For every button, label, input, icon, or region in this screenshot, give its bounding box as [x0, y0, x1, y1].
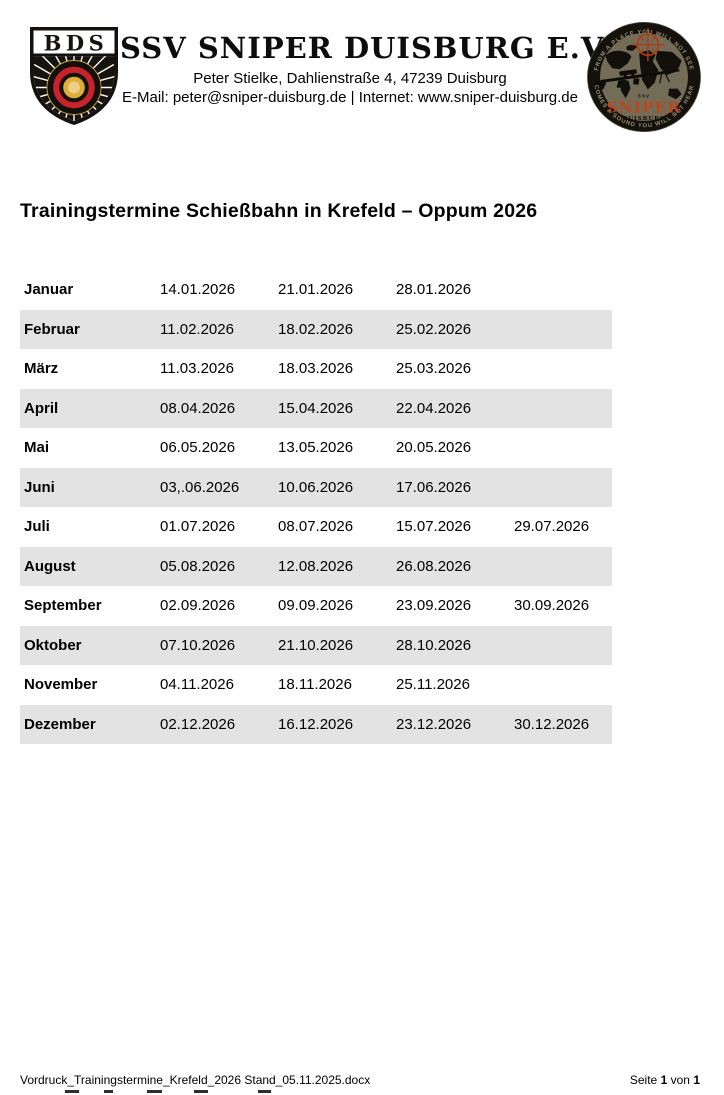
training-date: 09.09.2026 [278, 597, 354, 615]
bds-letters: BDS [44, 31, 109, 56]
training-date: 15.04.2026 [278, 399, 354, 417]
training-date: 30.09.2026 [514, 597, 590, 615]
training-date: 25.02.2026 [396, 320, 472, 338]
training-date: 28.01.2026 [396, 281, 472, 299]
month-label: September [24, 597, 102, 615]
footer-filename: Vordruck_Trainingstermine_Krefeld_2026 S… [20, 1073, 371, 1087]
training-date: 25.03.2026 [396, 360, 472, 378]
training-date: 08.04.2026 [160, 399, 236, 417]
training-date: 01.07.2026 [160, 518, 236, 536]
training-date: 14.01.2026 [160, 281, 236, 299]
training-date: 05.08.2026 [160, 557, 236, 575]
world-map [605, 44, 682, 100]
training-date: 07.10.2026 [160, 636, 236, 654]
training-date: 23.09.2026 [396, 597, 472, 615]
training-date: 04.11.2026 [160, 676, 234, 694]
page-edge-artifact [147, 1090, 162, 1093]
page-separator: von [670, 1073, 690, 1087]
training-date: 25.11.2026 [396, 676, 470, 694]
month-label: Dezember [24, 715, 96, 733]
month-label: Mai [24, 439, 50, 457]
page-total: 1 [693, 1073, 700, 1087]
month-label: April [24, 399, 59, 417]
month-label: Juli [24, 518, 50, 536]
table-row: April 08.04.2026 15.04.2026 22.04.2026 [20, 388, 612, 428]
training-date: 29.07.2026 [514, 518, 590, 536]
table-row: Februar 11.02.2026 18.02.2026 25.02.2026 [20, 309, 612, 349]
sniper-patch-logo-icon: FROM A PLACE YOU WILL NOT SEE COMES A SO… [587, 22, 701, 132]
training-date: 03,.06.2026 [160, 478, 240, 496]
table-row: Dezember 02.12.2026 16.12.2026 23.12.2026 30… [20, 704, 612, 744]
training-date: 15.07.2026 [396, 518, 472, 536]
training-date: 21.10.2026 [278, 636, 354, 654]
schedule-table: Januar 14.01.2026 21.01.2026 28.01.2026 Febr… [20, 270, 612, 744]
table-row: Januar 14.01.2026 21.01.2026 28.01.2026 [20, 270, 612, 310]
training-date: 18.11.2026 [278, 676, 352, 694]
training-date: 23.12.2026 [396, 715, 472, 733]
training-date: 18.03.2026 [278, 360, 354, 378]
table-row: Oktober 07.10.2026 21.10.2026 28.10.2026 [20, 625, 612, 665]
training-date: 02.12.2026 [160, 715, 236, 733]
patch-est-label: EST. 1995 [634, 122, 653, 126]
letterhead: SSV SNIPER DUISBURG E.V. Peter Stielke, … [120, 30, 611, 107]
table-row: März 11.03.2026 18.03.2026 25.03.2026 [20, 349, 612, 389]
club-name: SSV SNIPER DUISBURG E.V. [120, 31, 611, 65]
table-row: November 04.11.2026 18.11.2026 25.11.2026 [20, 665, 612, 705]
page-current: 1 [660, 1073, 668, 1087]
month-label: Juni [24, 478, 55, 496]
footer-page-indicator: Seite 1 von 1 [630, 1073, 700, 1087]
training-date: 18.02.2026 [278, 320, 354, 338]
patch-ssv-label: SSV [638, 93, 650, 98]
table-row: Juli 01.07.2026 08.07.2026 15.07.2026 29.07.… [20, 507, 612, 547]
sniper-rifle-icon [594, 69, 680, 90]
bds-shield-logo-icon: BDS [30, 27, 118, 125]
month-label: März [24, 360, 59, 378]
training-date: 17.06.2026 [396, 478, 472, 496]
crosshair-icon [631, 28, 665, 62]
training-date: 28.10.2026 [396, 636, 472, 654]
training-date: 21.01.2026 [278, 281, 354, 299]
patch-duisburg-label: DUISBURG [622, 116, 665, 122]
page-edge-artifact [65, 1090, 79, 1093]
month-label: Januar [24, 281, 74, 299]
page-edge-artifact [194, 1090, 208, 1093]
training-date: 26.08.2026 [396, 557, 472, 575]
target-rings [46, 60, 102, 115]
page-label: Seite [629, 1073, 658, 1087]
table-row: Mai 06.05.2026 13.05.2026 20.05.2026 [20, 428, 612, 468]
page-edge-artifact [104, 1090, 113, 1093]
training-date: 12.08.2026 [278, 557, 354, 575]
training-date: 13.05.2026 [278, 439, 354, 457]
training-date: 06.05.2026 [160, 439, 236, 457]
contact-line: E-Mail: peter@sniper-duisburg.de | Inter… [121, 89, 578, 106]
page-edge-artifact [258, 1090, 271, 1093]
training-date: 20.05.2026 [396, 439, 472, 457]
address-line: Peter Stielke, Dahlienstraße 4, 47239 Du… [193, 70, 507, 87]
month-label: Februar [24, 320, 80, 338]
month-label: November [24, 676, 98, 694]
table-row: Juni 03,.06.2026 10.06.2026 17.06.2026 [20, 467, 612, 507]
training-date: 30.12.2026 [514, 715, 590, 733]
training-date: 08.07.2026 [278, 518, 354, 536]
page-title: Trainingstermine Schießbahn in Krefeld –… [20, 200, 538, 222]
training-date: 16.12.2026 [278, 715, 354, 733]
patch-sniper-label: SNIPER [607, 99, 682, 117]
table-row: September 02.09.2026 09.09.2026 23.09.2026 3… [20, 586, 612, 626]
month-label: Oktober [24, 636, 82, 654]
training-date: 02.09.2026 [160, 597, 236, 615]
training-date: 11.02.2026 [160, 320, 234, 338]
training-date: 10.06.2026 [278, 478, 354, 496]
training-date: 22.04.2026 [396, 399, 472, 417]
month-label: August [24, 557, 76, 575]
training-date: 11.03.2026 [160, 360, 234, 378]
table-row: August 05.08.2026 12.08.2026 26.08.2026 [20, 546, 612, 586]
